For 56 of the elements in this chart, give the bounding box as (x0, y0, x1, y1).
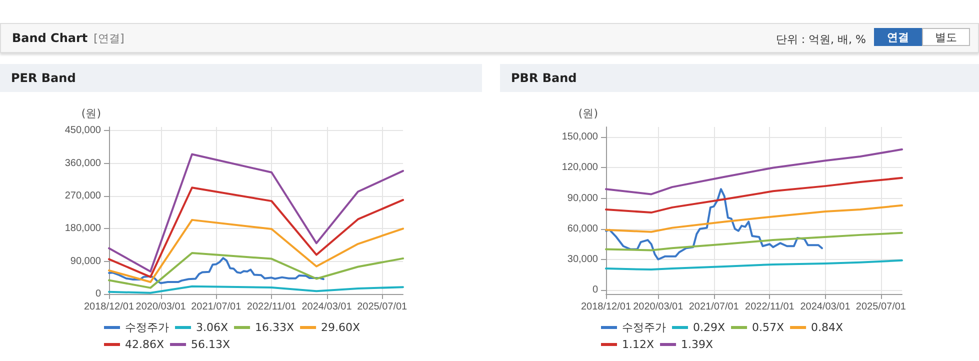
line-series (108, 186, 404, 278)
legend-label: 0.57X (752, 321, 785, 334)
text: 단위 : 억원, 배, % (776, 32, 866, 47)
legend-label: 16.33X (255, 321, 295, 334)
toggle-button: 연결 (874, 28, 922, 46)
chart-title: PER Band (0, 64, 482, 92)
line-series (108, 153, 404, 272)
y-tick-label: 450,000 (64, 125, 102, 136)
text: [연결] (94, 32, 124, 45)
y-tick-label: 60,000 (567, 223, 598, 234)
line-series (605, 232, 903, 252)
legend-label: 3.06X (196, 321, 228, 334)
x-tick-label: 2022/11/01 (745, 302, 795, 312)
legend-label: 56.13X (191, 338, 231, 351)
y-axis-title: (원) (81, 107, 101, 120)
toggle-button: 별도 (922, 28, 970, 46)
line-series (605, 259, 903, 271)
y-tick-label: 0 (95, 288, 102, 300)
line-series (108, 257, 324, 284)
legend-label: 1.12X (622, 338, 654, 351)
x-tick-label: 2022/11/01 (246, 302, 297, 312)
legend-label: 수정주가 (125, 321, 169, 334)
line-series (605, 188, 823, 260)
x-tick-label: 2021/07/01 (688, 302, 740, 312)
x-tick-label: 2024/03/01 (800, 302, 851, 312)
line-series (108, 218, 404, 284)
legend-label: 수정주가 (622, 321, 666, 334)
y-tick-label: 90,000 (70, 256, 102, 267)
y-tick-label: 0 (592, 284, 598, 296)
line-series (108, 252, 404, 289)
y-tick-label: 150,000 (562, 132, 598, 143)
legend-label: 0.84X (811, 321, 844, 334)
chart-title: PBR Band (500, 64, 979, 92)
x-tick-label: 2020/03/01 (633, 302, 684, 312)
y-tick-label: 180,000 (64, 223, 102, 234)
y-tick-label: 270,000 (64, 190, 102, 202)
x-tick-label: 2025/07/01 (856, 302, 906, 312)
x-tick-label: 2025/07/01 (357, 302, 408, 312)
legend-label: 1.39X (681, 338, 714, 351)
y-axis-title: (원) (578, 107, 598, 120)
x-tick-label: 2024/03/01 (302, 302, 352, 312)
y-tick-label: 90,000 (567, 192, 598, 204)
text: Band Chart (12, 31, 88, 45)
x-tick-label: 2020/03/01 (136, 302, 186, 312)
x-tick-label: 2018/12/01 (580, 302, 632, 312)
legend-label: 0.29X (693, 321, 726, 334)
y-tick-label: 30,000 (567, 254, 598, 265)
x-tick-label: 2018/12/01 (84, 302, 134, 312)
y-tick-label: 360,000 (64, 158, 102, 169)
line-series (605, 148, 903, 196)
line-series (605, 176, 903, 214)
legend-label: 29.60X (321, 321, 361, 334)
x-tick-label: 2021/07/01 (191, 302, 242, 312)
y-tick-label: 120,000 (562, 162, 598, 174)
line-series (605, 204, 903, 233)
legend-label: 42.86X (125, 338, 164, 351)
